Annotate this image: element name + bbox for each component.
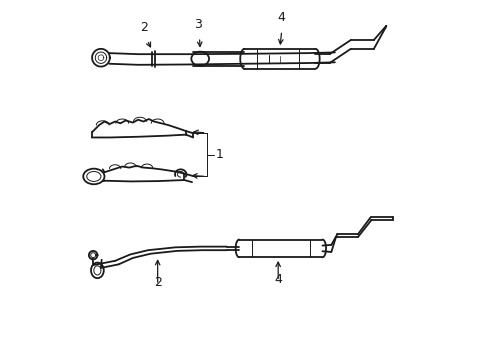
Text: 2: 2: [153, 276, 161, 289]
Text: 4: 4: [277, 11, 285, 24]
Text: 1: 1: [216, 148, 224, 161]
Text: 2: 2: [141, 21, 148, 34]
Text: 3: 3: [193, 18, 201, 31]
Text: 4: 4: [274, 273, 282, 286]
